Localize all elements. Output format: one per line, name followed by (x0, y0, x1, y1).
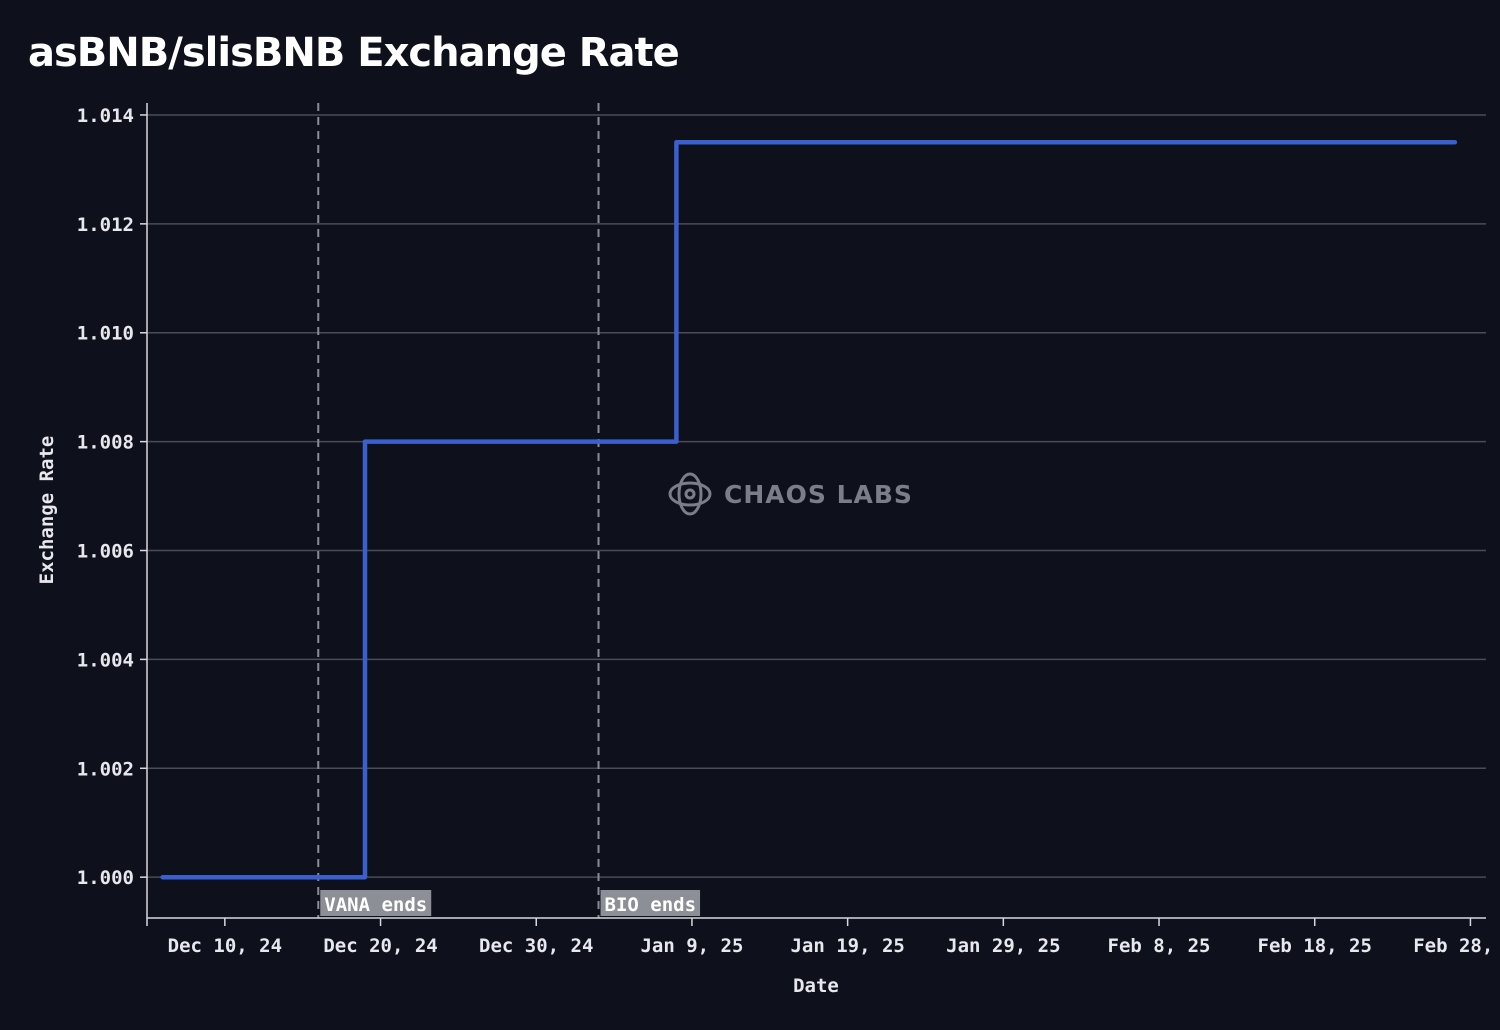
y-tick-label: 1.002 (77, 758, 134, 780)
grid-layer (147, 114, 1486, 878)
y-axis-title: Exchange Rate (36, 436, 58, 585)
y-tick-label: 1.008 (77, 432, 134, 454)
watermark-text: CHAOS LABS (724, 480, 913, 509)
axis-layer: 1.000 1.002 1.004 1.006 1.008 1.010 1.012 1.014… (36, 103, 1500, 997)
x-tick-label: Feb 8, 25 (1108, 935, 1211, 957)
x-tick-label: Jan 29, 25 (946, 935, 1060, 957)
event-annotation: VANA ends (320, 890, 432, 916)
chaos-labs-logo-icon (668, 472, 712, 516)
marker-layer (317, 103, 600, 918)
chart-title: asBNB/slisBNB Exchange Rate (28, 30, 680, 76)
series-line (160, 139, 1458, 880)
x-axis-title: Date (793, 975, 839, 997)
event-annotation-bg (600, 890, 701, 916)
y-tick-label: 1.012 (77, 214, 134, 236)
x-tick-label: Jan 9, 25 (640, 935, 743, 957)
event-annotation-bg (320, 890, 432, 916)
annotation-layer: VANA ends BIO ends (320, 890, 701, 916)
watermark: CHAOS LABS (668, 472, 913, 516)
event-annotation: BIO ends (600, 890, 701, 916)
event-annotation-label: BIO ends (605, 894, 697, 916)
x-tick-label: Feb 18, 25 (1258, 935, 1372, 957)
x-tick-label: Dec 30, 24 (479, 935, 593, 957)
y-tick-label: 1.006 (77, 541, 134, 563)
series-layer (160, 139, 1458, 880)
x-tick-label: Dec 20, 24 (323, 935, 437, 957)
y-tick-label: 1.000 (77, 867, 134, 889)
x-tick-label: Dec 10, 24 (168, 935, 282, 957)
event-annotation-label: VANA ends (324, 894, 427, 916)
x-tick-label: Jan 19, 25 (790, 935, 904, 957)
x-tick-label: Feb 28, 25 (1413, 935, 1500, 957)
y-tick-label: 1.004 (77, 649, 134, 671)
y-tick-label: 1.010 (77, 323, 134, 345)
y-tick-label: 1.014 (77, 105, 134, 127)
